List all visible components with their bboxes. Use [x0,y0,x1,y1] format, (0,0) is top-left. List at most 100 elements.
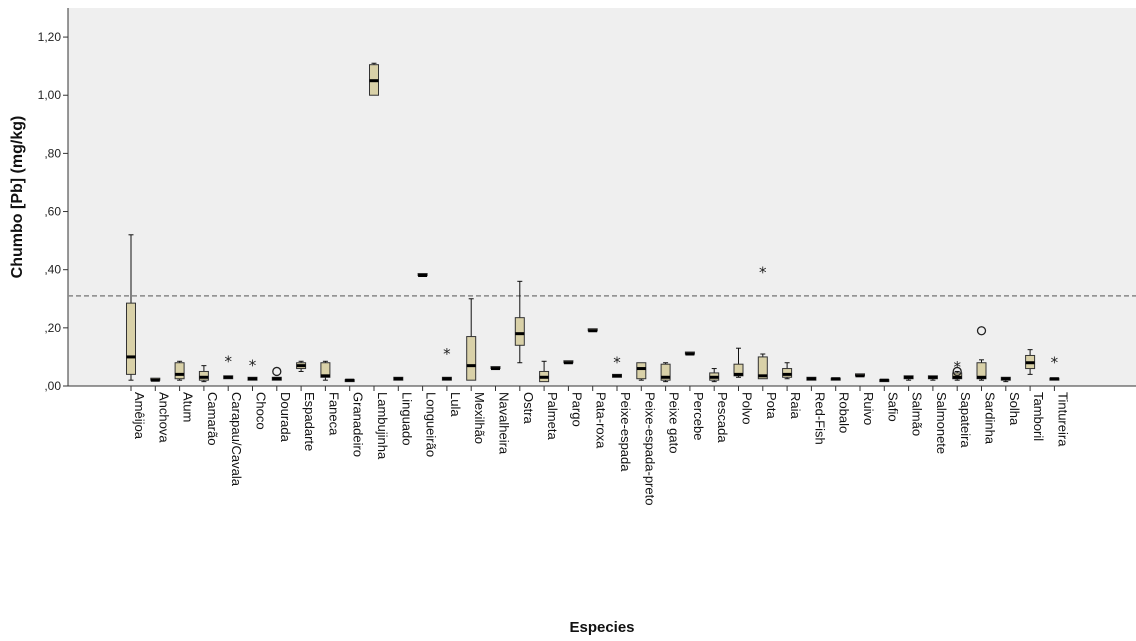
box-34: * [952,358,963,381]
box-12 [417,273,428,278]
x-category-label: Faneca [326,392,341,436]
box-5: * [247,357,258,381]
y-tick-label: ,60 [44,205,61,219]
outlier-star: * [224,352,232,370]
x-category-label: Percebe [691,392,706,440]
outlier-star: * [759,264,767,282]
box-iqr [757,356,768,380]
x-category-label: Pescada [715,392,730,443]
y-axis: ,00 ,20 ,40 ,60 ,80 1,00 1,20 [38,8,69,393]
x-category-label: Polvo [740,392,755,425]
box-4: * [223,352,234,380]
y-tick-label: 1,20 [38,30,62,44]
x-category-label: Anchova [156,392,171,443]
box-6 [271,366,282,381]
box-23 [684,351,695,356]
x-category-label: Mexilhão [472,392,487,444]
box-36 [1000,376,1011,383]
box-31 [879,378,890,383]
box-19 [587,328,598,333]
box-20: * [612,354,622,378]
x-category-label: Pota [764,392,779,420]
box-38: * [1049,354,1060,381]
x-category-label: Peixe gato [667,392,682,453]
x-category-label: Espadarte [302,392,317,451]
y-tick-label: ,00 [44,379,61,393]
outlier-star: * [443,345,451,363]
box-iqr [126,302,136,375]
x-category-label: Salmonete [934,392,949,454]
x-category-label: Linguado [399,392,414,446]
box-24 [709,368,720,383]
x-category-label: Sardinha [983,392,998,445]
box-16 [514,280,525,364]
box-35 [976,326,987,381]
x-category-label: Palmeta [545,392,560,440]
box-iqr [514,317,525,346]
box-iqr [466,336,477,381]
box-10 [369,62,379,96]
box-11 [393,376,404,381]
box-26: * [757,264,768,380]
x-category-label: Choco [254,392,269,430]
box-9 [344,378,355,383]
outlier-star: * [1051,354,1059,372]
box-29 [830,377,841,381]
y-tick-label: 1,00 [38,88,62,102]
box-18 [563,360,574,365]
box-21 [636,362,647,381]
x-category-label: Navalheira [497,392,512,455]
x-category-label: Longueirão [424,392,439,457]
x-category-label: Ostra [521,392,536,425]
box-22 [660,362,671,383]
outlier-circle [976,326,987,336]
box-0 [126,234,136,381]
box-37 [1025,349,1036,375]
box-7 [296,360,307,372]
x-axis: Amêijoa Anchova Atum Camarão Carapau/Cavala C… [68,385,1136,505]
box-15 [490,366,501,371]
x-category-label: Lula [448,392,463,417]
box-3 [198,365,209,383]
box-30 [855,373,865,378]
x-category-label: Solha [1007,392,1022,426]
box-iqr [174,362,185,380]
box-17 [539,360,550,383]
y-tick-label: ,20 [44,321,61,335]
plot-area [68,8,1136,386]
x-category-label: Sapateira [958,392,973,448]
x-category-label: Peixe-espada [618,392,633,472]
outlier-star: * [249,357,257,375]
box-13: * [441,345,452,381]
x-category-label: Amêijoa [132,392,147,440]
box-33 [927,375,938,381]
box-iqr [660,363,671,381]
x-category-label: Camarão [205,392,220,445]
box-14 [466,298,477,381]
boxes: * * * * * * * [126,62,1060,383]
box-28 [806,376,817,381]
x-category-label: Raia [788,392,803,420]
x-category-label: Granadeiro [351,392,366,457]
x-category-label: Robalo [837,392,852,433]
x-category-label: Carapau/Cavala [229,392,244,487]
y-tick-label: ,80 [44,146,61,160]
x-category-label: Pata-roxa [594,392,609,449]
x-category-label: Ruivo [861,392,876,425]
x-category-label: Red-Fish [812,392,827,445]
x-axis-title: Especies [569,619,634,636]
x-category-label: Lambujinha [375,392,390,460]
x-category-label: Salmão [910,392,925,436]
x-category-label: Tamboril [1031,392,1046,441]
box-25 [733,347,744,378]
outlier-star: * [613,354,621,372]
y-tick-label: ,40 [44,263,61,277]
x-category-label: Pargo [569,392,584,427]
box-8 [320,360,331,381]
x-category-label: Tintureira [1055,392,1070,447]
outlier-circle [272,366,282,377]
box-iqr [636,362,647,380]
outlier-circle [952,366,962,377]
